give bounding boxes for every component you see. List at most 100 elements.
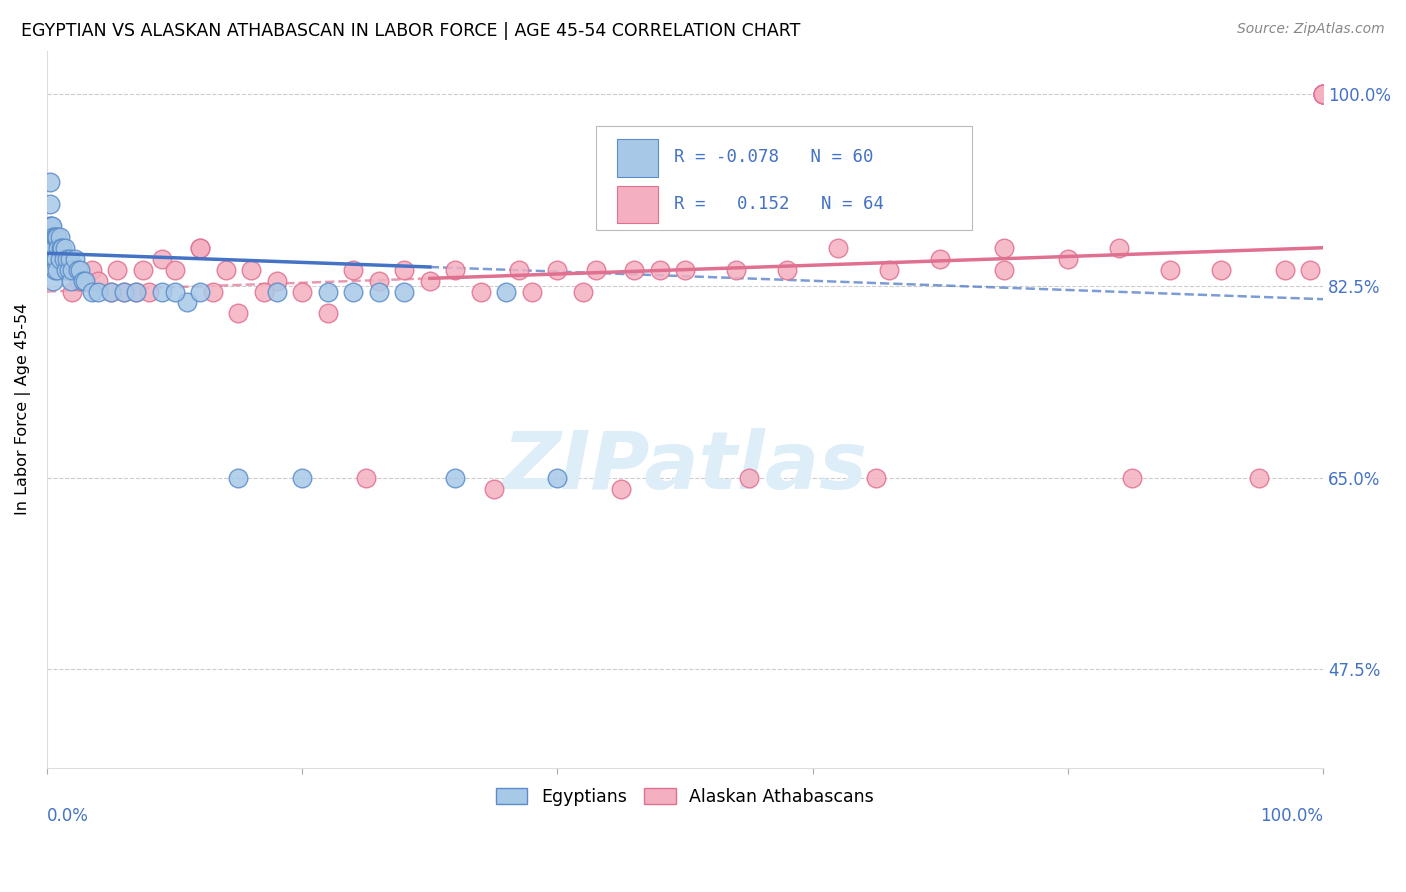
Point — [572, 285, 595, 299]
Point — [105, 262, 128, 277]
Point — [929, 252, 952, 266]
Point — [69, 262, 91, 277]
Point — [138, 285, 160, 299]
Point — [125, 285, 148, 299]
Point — [1312, 87, 1334, 102]
Point — [41, 219, 63, 233]
Point — [520, 285, 543, 299]
Point — [610, 482, 633, 496]
Point — [60, 274, 83, 288]
Point — [49, 241, 72, 255]
Point — [546, 262, 568, 277]
Point — [55, 262, 77, 277]
Point — [42, 229, 65, 244]
Point — [46, 262, 69, 277]
Point — [44, 229, 66, 244]
Point — [266, 285, 288, 299]
Point — [52, 252, 75, 266]
Point — [316, 306, 339, 320]
Point — [87, 285, 110, 299]
Point — [585, 262, 607, 277]
Point — [62, 262, 84, 277]
Point — [41, 252, 63, 266]
Point — [41, 241, 63, 255]
Point — [38, 219, 60, 233]
Point — [342, 262, 364, 277]
Point — [42, 241, 65, 255]
Point — [1312, 87, 1334, 102]
Point — [48, 229, 70, 244]
Point — [62, 285, 84, 299]
Point — [623, 262, 645, 277]
Bar — [617, 186, 658, 223]
Point — [1159, 262, 1181, 277]
Point — [150, 285, 173, 299]
Point — [1312, 87, 1334, 102]
Point — [444, 470, 467, 484]
Point — [1299, 262, 1322, 277]
Point — [63, 252, 86, 266]
Point — [877, 262, 900, 277]
Point — [53, 241, 76, 255]
Point — [495, 285, 517, 299]
Point — [58, 262, 80, 277]
Text: Source: ZipAtlas.com: Source: ZipAtlas.com — [1237, 22, 1385, 37]
Point — [394, 262, 416, 277]
Point — [163, 285, 186, 299]
Point — [87, 274, 110, 288]
Point — [266, 274, 288, 288]
Point — [44, 252, 66, 266]
Point — [1121, 470, 1143, 484]
Point — [253, 285, 276, 299]
Point — [45, 252, 67, 266]
Text: EGYPTIAN VS ALASKAN ATHABASCAN IN LABOR FORCE | AGE 45-54 CORRELATION CHART: EGYPTIAN VS ALASKAN ATHABASCAN IN LABOR … — [21, 22, 800, 40]
Point — [75, 274, 97, 288]
Point — [316, 285, 339, 299]
Point — [80, 285, 103, 299]
Bar — [617, 139, 658, 177]
Point — [39, 229, 62, 244]
Point — [648, 262, 671, 277]
Point — [342, 285, 364, 299]
Point — [56, 252, 79, 266]
Point — [112, 285, 135, 299]
Point — [72, 274, 94, 288]
Point — [776, 262, 799, 277]
Point — [46, 229, 69, 244]
Point — [1249, 470, 1271, 484]
Text: 0.0%: 0.0% — [46, 807, 89, 825]
Point — [48, 262, 70, 277]
Point — [482, 482, 505, 496]
Point — [394, 285, 416, 299]
Point — [176, 295, 198, 310]
Point — [75, 274, 97, 288]
Point — [45, 229, 67, 244]
Point — [827, 241, 849, 255]
Point — [367, 285, 389, 299]
Point — [367, 274, 389, 288]
Point — [48, 252, 70, 266]
Point — [470, 285, 492, 299]
Text: 100.0%: 100.0% — [1260, 807, 1323, 825]
Point — [112, 285, 135, 299]
Point — [37, 241, 59, 255]
FancyBboxPatch shape — [596, 126, 972, 230]
Point — [228, 306, 250, 320]
Point — [59, 252, 82, 266]
Point — [188, 241, 211, 255]
Point — [865, 470, 887, 484]
Y-axis label: In Labor Force | Age 45-54: In Labor Force | Age 45-54 — [15, 303, 31, 516]
Point — [1274, 262, 1296, 277]
Point — [44, 262, 66, 277]
Point — [66, 262, 89, 277]
Point — [150, 252, 173, 266]
Point — [38, 175, 60, 189]
Point — [37, 229, 59, 244]
Text: ZIPatlas: ZIPatlas — [502, 427, 868, 506]
Point — [546, 470, 568, 484]
Point — [1108, 241, 1130, 255]
Point — [67, 274, 90, 288]
Legend: Egyptians, Alaskan Athabascans: Egyptians, Alaskan Athabascans — [489, 780, 882, 813]
Point — [1312, 87, 1334, 102]
Point — [354, 470, 377, 484]
